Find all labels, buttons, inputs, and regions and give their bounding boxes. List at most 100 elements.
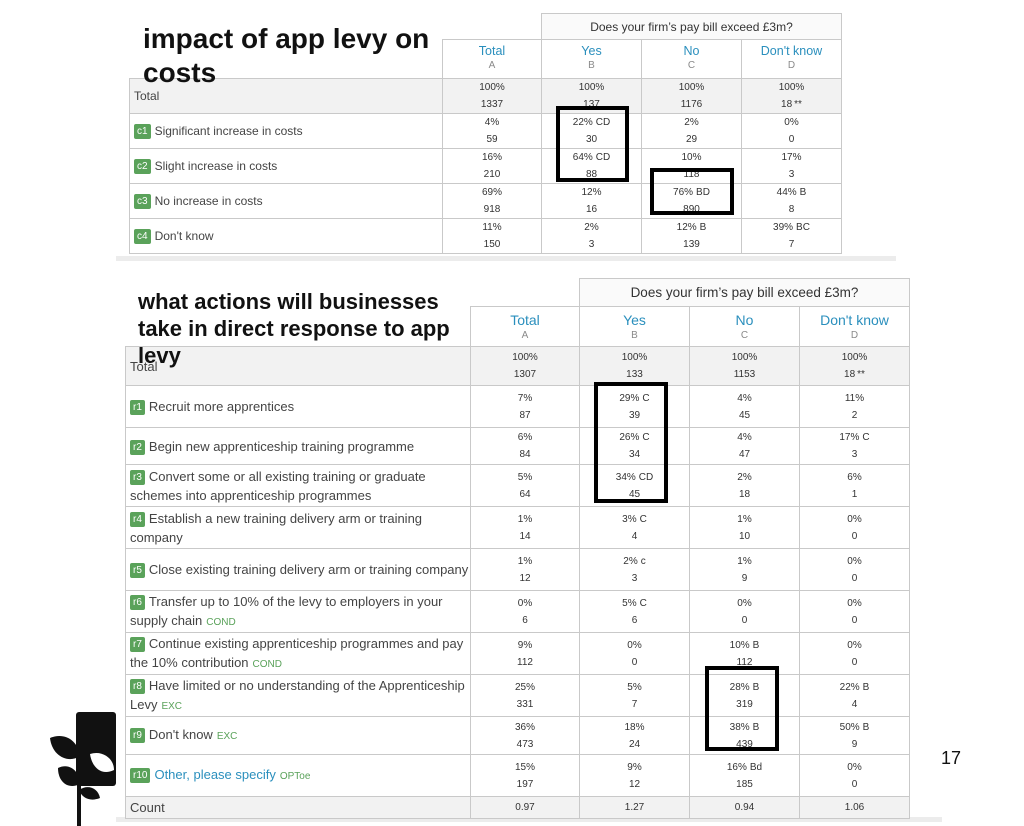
table-row: c2 Slight increase in costs 16% 210 64% CD 88 1… bbox=[129, 148, 842, 184]
value-cell: 0% 0 bbox=[799, 548, 910, 591]
count-text: 210 bbox=[483, 169, 501, 180]
slide1-title: impact of app levy on costs bbox=[143, 23, 430, 88]
count-text: 137 bbox=[583, 99, 600, 110]
percent-value: 5% bbox=[580, 679, 689, 697]
percent-value: 22% CD bbox=[542, 114, 641, 132]
percent-value: 29% C bbox=[580, 390, 689, 408]
count-value: 473 bbox=[471, 737, 579, 753]
value-cell: 100% 1176 bbox=[641, 78, 742, 114]
significance-letters: B bbox=[862, 681, 870, 693]
value-cell: 12% 16 bbox=[541, 183, 642, 219]
row-label-text: Have limited or no understanding of the … bbox=[130, 677, 465, 712]
percent-text: 0% bbox=[737, 597, 752, 609]
small-base-flag: ** bbox=[857, 369, 865, 380]
count-text: 473 bbox=[516, 738, 534, 750]
count-text: 39 bbox=[628, 409, 641, 421]
count-value: 0 bbox=[800, 571, 909, 587]
count-value: 133 bbox=[580, 367, 689, 383]
percent-text: 100% bbox=[479, 82, 505, 93]
percent-value: 34% CD bbox=[580, 469, 689, 487]
count-text: 319 bbox=[736, 698, 753, 710]
percent-value: 1% bbox=[471, 511, 579, 529]
percent-value: 16% bbox=[443, 149, 541, 167]
value-cell: 2% 29 bbox=[641, 113, 742, 149]
row-label: Count bbox=[125, 796, 471, 819]
row-code-badge: c2 bbox=[134, 158, 151, 174]
row-label: r3 Convert some or all existing training … bbox=[125, 464, 471, 507]
percent-value: 38% B bbox=[690, 719, 799, 737]
row-label: c2 Slight increase in costs bbox=[129, 148, 443, 184]
percent-value: 0% bbox=[800, 637, 909, 655]
percent-value: 6% bbox=[800, 469, 909, 487]
value-cell: 100% 18 ** bbox=[799, 346, 910, 386]
row-label: Total bbox=[125, 346, 471, 386]
percent-value: 12% bbox=[542, 184, 641, 202]
value-cell: 9% 12 bbox=[579, 754, 690, 797]
value-cell: 10% 118 bbox=[641, 148, 742, 184]
count-text: 150 bbox=[483, 239, 501, 250]
count-ratio-value: 1.27 bbox=[624, 801, 645, 813]
percent-text: 100% bbox=[678, 82, 705, 93]
count-value: 45 bbox=[580, 487, 689, 503]
percent-value: 0% bbox=[742, 114, 841, 132]
value-cell: 17% 3 bbox=[741, 148, 842, 184]
table-row: r9 Don't know EXC 36% 473 18% 24 38% B 439 50% B 9 bbox=[125, 716, 910, 755]
count-text: 3 bbox=[631, 572, 638, 584]
percent-text: 7% bbox=[517, 392, 533, 404]
count-text: 112 bbox=[736, 656, 753, 668]
count-value: 45 bbox=[690, 408, 799, 424]
count-value: 4 bbox=[580, 529, 689, 545]
percent-text: 100% bbox=[621, 352, 648, 363]
small-base-flag: ** bbox=[794, 99, 802, 110]
highlight-box bbox=[705, 666, 779, 751]
percent-text: 0% bbox=[847, 597, 862, 609]
slide2-title: what actions will businesses take in dir… bbox=[138, 289, 450, 368]
count-text: 2 bbox=[851, 409, 858, 421]
percent-text: 0% bbox=[847, 555, 862, 567]
count-ratio-value: 0.94 bbox=[734, 801, 755, 813]
count-text: 4 bbox=[631, 530, 638, 542]
count-value: 0 bbox=[800, 777, 909, 793]
significance-letters: B bbox=[699, 222, 707, 233]
count-value: 3 bbox=[742, 167, 841, 183]
value-cell: 17% C 3 bbox=[799, 427, 910, 465]
count-value: 1 bbox=[800, 487, 909, 503]
percent-text: 17% bbox=[839, 432, 860, 443]
count-text: 0 bbox=[851, 572, 858, 584]
row-label-text: Continue existing apprenticeship program… bbox=[130, 635, 464, 670]
percent-value: 1% bbox=[690, 511, 799, 529]
count-text: 118 bbox=[683, 169, 700, 180]
percent-text: 34% bbox=[615, 471, 636, 483]
table-row: r6 Transfer up to 10% of the levy to empl… bbox=[125, 590, 910, 633]
count-text: 12 bbox=[519, 572, 531, 584]
count-text: 4 bbox=[851, 698, 858, 710]
count-value: 18 ** bbox=[800, 367, 909, 383]
percent-text: 5% bbox=[627, 681, 642, 693]
row-label: r6 Transfer up to 10% of the levy to empl… bbox=[125, 590, 471, 633]
significance-letters: CD bbox=[595, 152, 611, 163]
percent-text: 100% bbox=[841, 352, 868, 363]
count-value: 0 bbox=[800, 529, 909, 545]
count-value: 24 bbox=[580, 737, 689, 753]
value-cell: 36% 473 bbox=[470, 716, 580, 755]
percent-text: 10% bbox=[729, 639, 750, 651]
value-cell: 100% 133 bbox=[579, 346, 690, 386]
percent-value: 100% bbox=[542, 79, 641, 97]
percent-value: 0% bbox=[800, 759, 909, 777]
row-code-badge: r7 bbox=[130, 636, 145, 652]
percent-text: 1% bbox=[737, 513, 752, 525]
percent-text: 1% bbox=[737, 555, 752, 567]
count-text: 439 bbox=[736, 738, 753, 750]
value-cell: 100% 18 ** bbox=[741, 78, 842, 114]
percent-value: 0% bbox=[800, 595, 909, 613]
row-label-text: Don't know bbox=[148, 727, 213, 742]
table-row: r2 Begin new apprenticeship training prog… bbox=[125, 427, 910, 465]
count-value: 9 bbox=[690, 571, 799, 587]
plant-logo-icon bbox=[50, 712, 116, 826]
value-cell: 2% 3 bbox=[541, 218, 642, 254]
count-value: 8 bbox=[742, 202, 841, 218]
total-row: Total 100% 1307 100% 133 100% 1153 100% 18 ** bbox=[125, 346, 910, 386]
count-ratio-cell: 0.94 bbox=[689, 796, 800, 819]
count-text: 6 bbox=[522, 614, 528, 626]
value-cell: 6% 1 bbox=[799, 464, 910, 507]
